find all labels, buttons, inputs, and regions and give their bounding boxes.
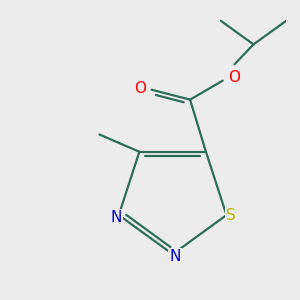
Text: N: N <box>169 249 181 264</box>
Text: N: N <box>111 210 122 225</box>
Text: S: S <box>226 208 236 223</box>
Text: O: O <box>134 81 146 96</box>
Text: O: O <box>229 70 241 85</box>
